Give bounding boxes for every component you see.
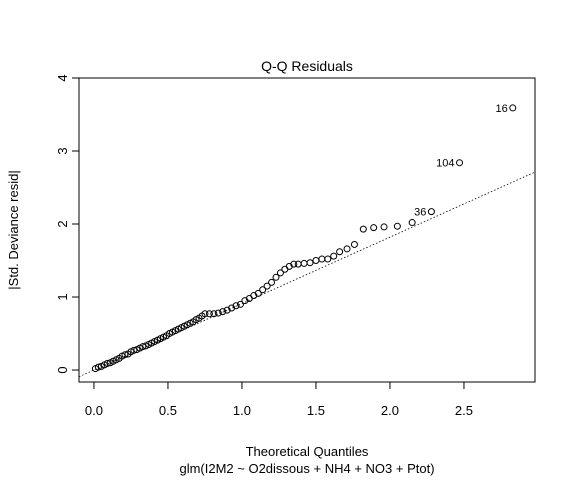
- plot-frame: [78, 77, 536, 383]
- point: [272, 273, 280, 281]
- point: [276, 269, 284, 277]
- x-tick-label: 1.0: [233, 403, 251, 418]
- chart-title: Q-Q Residuals: [261, 58, 353, 74]
- x-tick-label: 1.5: [307, 403, 325, 418]
- point: [103, 359, 111, 367]
- point: [290, 260, 298, 268]
- point: [509, 104, 517, 112]
- point: [343, 245, 351, 253]
- point: [236, 300, 244, 308]
- point: [139, 343, 147, 351]
- point: [380, 223, 388, 231]
- point-label: 36: [414, 207, 426, 219]
- x-tick-label: 0.0: [85, 403, 103, 418]
- point: [254, 289, 262, 297]
- point: [201, 310, 209, 318]
- point: [306, 259, 314, 267]
- point: [205, 310, 213, 318]
- reference-line: [79, 171, 535, 378]
- point: [359, 225, 367, 233]
- point: [350, 240, 358, 248]
- x-axis-label: Theoretical Quantiles: [246, 444, 369, 459]
- y-tick-label: 1: [55, 293, 70, 300]
- point: [268, 278, 276, 286]
- point: [94, 363, 102, 371]
- x-tick-label: 2.0: [381, 403, 399, 418]
- point: [214, 309, 222, 317]
- point: [250, 292, 258, 300]
- point: [219, 308, 227, 316]
- point: [241, 297, 249, 305]
- point: [393, 222, 401, 230]
- y-tick-label: 2: [55, 220, 70, 227]
- y-tick-label: 3: [55, 147, 70, 154]
- x-tick-label: 2.5: [455, 403, 473, 418]
- point-label: 16: [496, 103, 508, 115]
- point: [121, 351, 129, 359]
- y-tick-label: 0: [55, 366, 70, 373]
- point: [130, 346, 138, 354]
- point: [456, 159, 464, 167]
- point: [259, 286, 267, 294]
- point: [427, 208, 435, 216]
- x-tick-label: 0.5: [159, 403, 177, 418]
- point: [210, 310, 218, 318]
- point: [370, 224, 378, 232]
- point: [285, 262, 293, 270]
- subtitle: glm(I2M2 ~ O2dissous + NH4 + NO3 + Ptot): [179, 461, 434, 476]
- point-label: 104: [436, 158, 454, 170]
- y-tick-label: 4: [55, 74, 70, 81]
- point: [408, 219, 416, 227]
- point: [223, 306, 231, 314]
- point: [324, 255, 332, 263]
- point: [228, 304, 236, 312]
- point: [336, 248, 344, 256]
- point: [330, 252, 338, 260]
- point: [232, 302, 240, 310]
- y-axis-label: |Std. Deviance resid|: [6, 170, 21, 289]
- point: [263, 282, 271, 290]
